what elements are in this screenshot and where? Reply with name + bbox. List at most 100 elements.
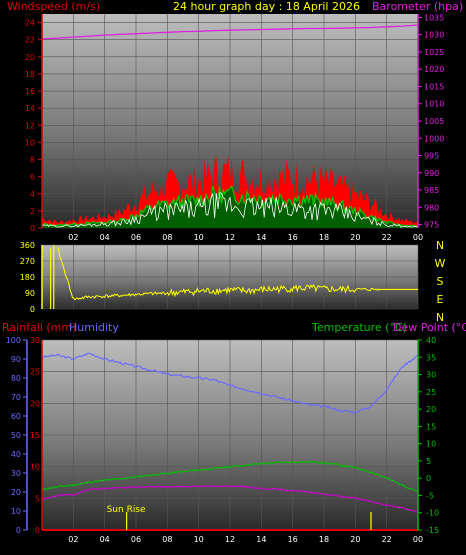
rain-tick-label: 15	[30, 431, 40, 440]
direction-compass-label: W	[435, 257, 446, 270]
humidity-line	[41, 352, 419, 414]
direction-compass-label: S	[437, 275, 444, 288]
dewpoint-axis-title: Dew Point (°C)	[393, 321, 466, 334]
rainfall-axis-title: Rainfall (mm)	[2, 321, 76, 334]
direction-compass-label: N	[436, 311, 444, 324]
hour-tick-label: 14	[256, 535, 266, 544]
temperature-tick-label: -15	[426, 526, 439, 535]
barometer-tick-label: 1015	[424, 82, 444, 91]
hour-tick-label: 08	[162, 535, 172, 544]
hour-tick-label: 18	[319, 233, 329, 242]
barometer-tick-label: 1025	[424, 48, 444, 57]
windspeed-axis-title: Windspeed (m/s)	[7, 0, 100, 13]
rain-tick-label: 10	[30, 463, 40, 472]
chart-title: 24 hour graph day : 18 April 2026	[173, 0, 360, 13]
humidity-tick-label: 80	[11, 374, 21, 383]
barometer-tick-label: 1020	[424, 65, 444, 74]
humidity-tick-label: 100	[6, 336, 21, 345]
temperature-tick-label: 15	[426, 422, 436, 431]
rain-tick-label: 20	[30, 399, 40, 408]
humidity-tick-label: 60	[11, 412, 21, 421]
barometer-tick-label: 1035	[424, 13, 444, 22]
barometer-tick-label: 1030	[424, 31, 444, 40]
wind-panel-series	[41, 24, 419, 228]
hour-tick-label: 16	[288, 535, 298, 544]
direction-tick-label: 90	[25, 289, 35, 298]
barometer-line	[41, 24, 419, 40]
temperature-tick-label: -10	[426, 509, 439, 518]
humidity-tick-label: 50	[11, 431, 21, 440]
humidity-axis-title: Humidity	[69, 321, 119, 334]
hour-tick-label: 08	[162, 233, 172, 242]
hour-tick-label: 14	[256, 233, 266, 242]
hour-tick-label: 12	[225, 535, 235, 544]
hour-tick-label: 00	[413, 535, 423, 544]
barometer-tick-label: 995	[424, 152, 439, 161]
wind-speed-line	[41, 192, 419, 228]
temp-panel-series	[41, 352, 419, 531]
temp-panel-labels: 0510152025300102030405060708090100-15-10…	[6, 336, 439, 544]
wind-tick-label: 18	[25, 70, 35, 79]
humidity-tick-label: 0	[16, 526, 21, 535]
temperature-tick-label: 20	[426, 405, 436, 414]
rain-tick-label: 25	[30, 368, 40, 377]
humidity-tick-label: 30	[11, 469, 21, 478]
wind-tick-label: 0	[30, 224, 35, 233]
hour-tick-label: 02	[68, 535, 78, 544]
wind-tick-label: 24	[25, 19, 35, 28]
barometer-tick-label: 1000	[424, 134, 444, 143]
wind-tick-label: 6	[30, 173, 35, 182]
temperature-tick-label: -5	[426, 491, 434, 500]
barometer-tick-label: 985	[424, 186, 439, 195]
hour-tick-label: 22	[382, 535, 392, 544]
wind-tick-label: 8	[30, 156, 35, 165]
rain-tick-label: 5	[35, 494, 40, 503]
wind-panel-labels: 0246810121416182022249759809859909951000…	[25, 13, 445, 242]
wind-tick-label: 10	[25, 138, 35, 147]
direction-panel-series	[50, 245, 418, 309]
humidity-tick-label: 20	[11, 488, 21, 497]
hour-tick-label: 18	[319, 535, 329, 544]
wind-tick-label: 22	[25, 36, 35, 45]
hour-tick-label: 00	[413, 233, 423, 242]
rain-tick-label: 30	[30, 336, 40, 345]
hour-tick-label: 02	[68, 233, 78, 242]
wind-tick-label: 2	[30, 207, 35, 216]
barometer-tick-label: 990	[424, 169, 439, 178]
barometer-tick-label: 1005	[424, 117, 444, 126]
barometer-tick-label: 975	[424, 221, 439, 230]
wind-direction-line	[57, 247, 380, 301]
hour-tick-label: 06	[131, 233, 141, 242]
wind-tick-label: 16	[25, 87, 35, 96]
hour-tick-label: 04	[100, 233, 110, 242]
wind-tick-label: 4	[30, 190, 35, 199]
temperature-tick-label: 35	[426, 353, 436, 362]
temperature-tick-label: 0	[426, 474, 431, 483]
wind-tick-label: 14	[25, 104, 35, 113]
direction-tick-label: 270	[20, 257, 35, 266]
humidity-tick-label: 40	[11, 450, 21, 459]
barometer-tick-label: 980	[424, 203, 439, 212]
hour-tick-label: 20	[350, 535, 360, 544]
direction-compass-label: N	[436, 239, 444, 252]
temperature-tick-label: 40	[426, 336, 436, 345]
direction-panel-grid	[42, 244, 419, 310]
wind-average-line	[41, 185, 419, 227]
hour-tick-label: 20	[350, 233, 360, 242]
hour-tick-label: 22	[382, 233, 392, 242]
temperature-tick-label: 5	[426, 457, 431, 466]
temperature-tick-label: 30	[426, 371, 436, 380]
barometer-axis-title: Barometer (hpa)	[372, 0, 463, 13]
direction-tick-label: 360	[20, 241, 35, 250]
hour-tick-label: 04	[100, 535, 110, 544]
rain-tick-label: 0	[35, 526, 40, 535]
temperature-tick-label: 10	[426, 440, 436, 449]
dew-point-line	[41, 484, 419, 513]
sunrise-label: Sun Rise	[107, 505, 146, 515]
humidity-tick-label: 90	[11, 355, 21, 364]
hour-tick-label: 12	[225, 233, 235, 242]
temperature-tick-label: 25	[426, 388, 436, 397]
temperature-axis-title: Temperature (°C)	[311, 321, 407, 334]
